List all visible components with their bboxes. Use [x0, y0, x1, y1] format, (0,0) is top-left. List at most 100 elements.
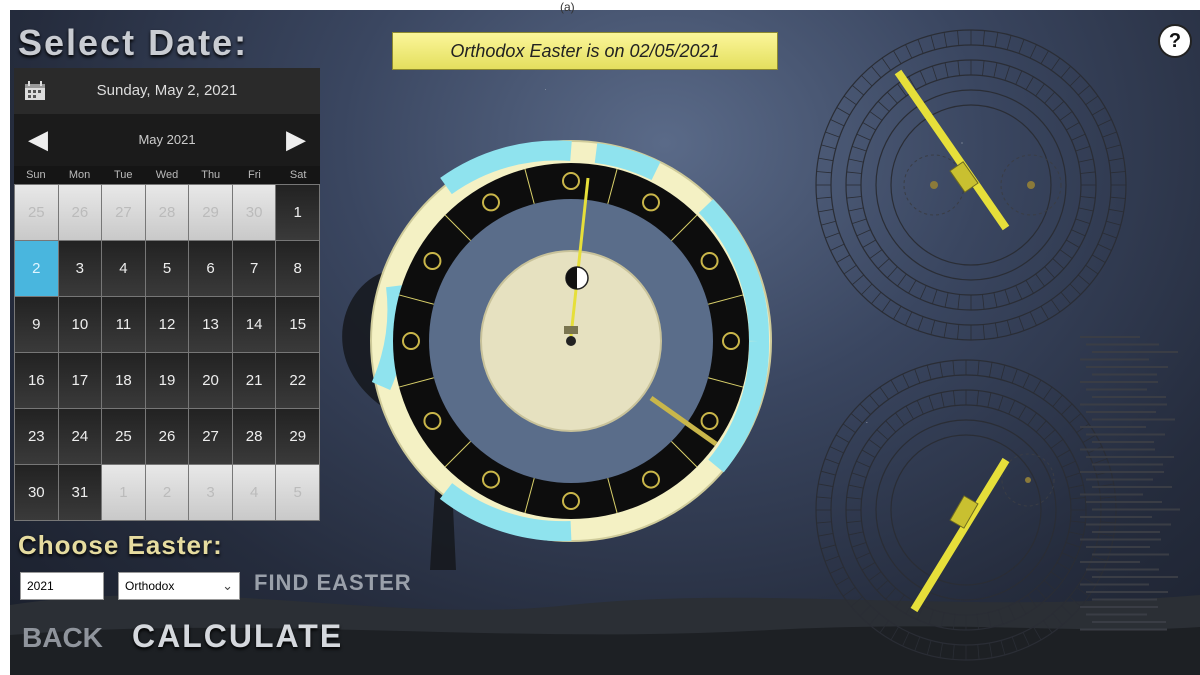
- day-cell[interactable]: 27: [189, 409, 232, 464]
- day-cell[interactable]: 25: [15, 185, 58, 240]
- day-cell[interactable]: 1: [102, 465, 145, 520]
- dial-tick: [1044, 91, 1055, 104]
- day-cell[interactable]: 19: [145, 353, 189, 408]
- day-cell[interactable]: 8: [276, 241, 319, 296]
- find-easter-button[interactable]: FIND EASTER: [254, 570, 412, 595]
- dial-tick: [852, 274, 865, 285]
- day-cell[interactable]: 3: [189, 465, 232, 520]
- dial-tick: [846, 171, 862, 174]
- day-cell[interactable]: 4: [102, 241, 145, 296]
- day-cell[interactable]: 20: [189, 353, 232, 408]
- note-line: [1086, 411, 1156, 413]
- day-cell[interactable]: 6: [189, 241, 232, 296]
- day-cell[interactable]: 17: [58, 353, 102, 408]
- day-cell[interactable]: 4: [232, 465, 276, 520]
- day-cell[interactable]: 28: [145, 185, 189, 240]
- sun-pointer: [649, 395, 718, 447]
- day-cell[interactable]: 28: [232, 409, 276, 464]
- date-picker-header: Sunday, May 2, 2021: [14, 68, 320, 114]
- note-line: [1092, 553, 1169, 556]
- top-dial[interactable]: [806, 20, 1136, 350]
- day-cell[interactable]: 2: [145, 465, 189, 520]
- dial-tick: [1070, 497, 1086, 500]
- note-line: [1086, 366, 1168, 368]
- zodiac-sign-icon: [642, 193, 660, 212]
- day-cell[interactable]: 23: [15, 409, 58, 464]
- dial-tick: [939, 642, 943, 658]
- day-cell[interactable]: 26: [58, 185, 102, 240]
- bottom-dial-slider[interactable]: [949, 495, 979, 529]
- zodiac-sign-icon: [423, 252, 442, 270]
- dial-tick: [862, 122, 876, 131]
- dial-tick: [893, 306, 902, 320]
- back-button[interactable]: BACK: [22, 622, 103, 653]
- calculate-button[interactable]: CALCULATE: [132, 618, 344, 654]
- day-cell[interactable]: 7: [232, 241, 276, 296]
- dial-tick: [1108, 157, 1124, 162]
- note-line: [1092, 486, 1172, 488]
- day-cell[interactable]: 29: [189, 185, 232, 240]
- dial-tick: [848, 531, 864, 536]
- prev-month-button[interactable]: ◀: [28, 124, 48, 154]
- weekday-label: Sat: [289, 169, 307, 181]
- dial-tick: [1060, 291, 1071, 304]
- easter-type-select[interactable]: Orthodox ⌄: [118, 572, 240, 600]
- dial-tick: [914, 636, 921, 652]
- day-cell[interactable]: 27: [102, 185, 145, 240]
- day-cell[interactable]: 10: [58, 297, 102, 352]
- bottom-dial[interactable]: [806, 340, 1136, 670]
- dial-tick: [835, 577, 850, 586]
- dial-tick: [890, 626, 899, 641]
- dial-tick: [1035, 587, 1047, 600]
- zodiac-wheel[interactable]: [366, 136, 776, 546]
- day-cell[interactable]: 30: [232, 185, 276, 240]
- note-line: [1092, 441, 1154, 443]
- dial-tick: [829, 446, 844, 454]
- date-picker: Sunday, May 2, 2021 ◀ May 2021 ▶ Sun Mon T…: [14, 68, 320, 521]
- dial-tick: [931, 289, 938, 305]
- dial-tick: [897, 83, 907, 97]
- dial-tick: [1040, 306, 1049, 320]
- day-cell[interactable]: 9: [15, 297, 58, 352]
- dial-tick: [1027, 412, 1037, 426]
- day-cell[interactable]: 14: [232, 297, 276, 352]
- day-cell[interactable]: 12: [145, 297, 189, 352]
- day-cell[interactable]: 13: [189, 297, 232, 352]
- dial-tick: [885, 420, 897, 433]
- bottom-dial-pointer: [910, 457, 1010, 613]
- next-month-button[interactable]: ▶: [286, 124, 306, 154]
- day-cell[interactable]: 15: [276, 297, 319, 352]
- dial-tick: [1098, 533, 1114, 537]
- day-cell-selected[interactable]: 2: [15, 241, 58, 296]
- day-cell[interactable]: 5: [145, 241, 189, 296]
- year-input[interactable]: [20, 572, 104, 600]
- dial-tick: [977, 644, 980, 660]
- day-cell[interactable]: 16: [15, 353, 58, 408]
- day-cell[interactable]: 21: [232, 353, 276, 408]
- day-cell[interactable]: 31: [58, 465, 102, 520]
- day-cell[interactable]: 11: [102, 297, 145, 352]
- day-cell[interactable]: 24: [58, 409, 102, 464]
- day-cell[interactable]: 5: [276, 465, 319, 520]
- weekday-label: Mon: [68, 169, 91, 181]
- zodiac-divider: [671, 441, 698, 468]
- dial-tick: [887, 266, 898, 279]
- day-cell[interactable]: 29: [276, 409, 319, 464]
- dial-tick: [846, 497, 862, 500]
- day-cell[interactable]: 22: [276, 353, 319, 408]
- wheel-pivot: [566, 336, 576, 346]
- day-cell[interactable]: 18: [102, 353, 145, 408]
- help-button[interactable]: ?: [1158, 24, 1192, 58]
- dial-tick: [902, 373, 910, 388]
- dial-tick: [940, 612, 945, 628]
- top-dial-slider[interactable]: [949, 161, 979, 193]
- zodiac-divider: [444, 441, 471, 468]
- day-cell[interactable]: 3: [58, 241, 102, 296]
- zodiac-divider: [398, 377, 434, 388]
- note-line: [1092, 418, 1175, 421]
- day-cell[interactable]: 30: [15, 465, 58, 520]
- day-cell[interactable]: 25: [102, 409, 145, 464]
- dial-tick: [824, 555, 840, 562]
- day-cell[interactable]: 1: [276, 185, 319, 240]
- day-cell[interactable]: 26: [145, 409, 189, 464]
